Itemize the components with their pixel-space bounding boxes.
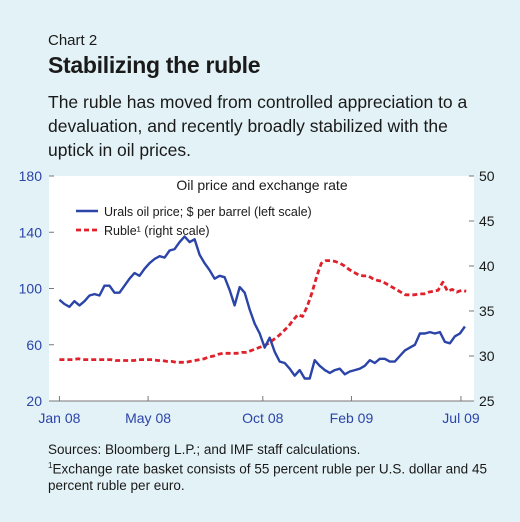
right-tick-label: 45 <box>479 213 495 229</box>
sources-note: Sources: Bloomberg L.P.; and IMF staff c… <box>48 442 361 457</box>
right-tick-label: 25 <box>479 393 495 409</box>
right-tick-label: 50 <box>479 168 495 184</box>
chart-title: Stabilizing the ruble <box>48 52 261 78</box>
plot-inner-title: Oil price and exchange rate <box>176 177 347 193</box>
x-axis-ticks: Jan 08 May 08 Oct 08 Feb 09 Jul 09 <box>38 396 480 426</box>
right-tick-label: 35 <box>479 303 495 319</box>
series-line-oil <box>58 235 466 380</box>
line-chart: 20 60 100 140 180 25 30 35 40 45 50 Jan 08 May 08 O… <box>19 168 495 426</box>
right-tick-label: 30 <box>479 348 495 364</box>
left-tick-label: 180 <box>19 168 43 184</box>
legend: Urals oil price; $ per barrel (left scal… <box>76 205 312 238</box>
legend-label-oil: Urals oil price; $ per barrel (left scal… <box>104 205 312 219</box>
chart-footer: Sources: Bloomberg L.P.; and IMF staff c… <box>48 442 508 494</box>
x-tick-label: Jan 08 <box>38 410 80 426</box>
chart-subtitle: The ruble has moved from controlled appr… <box>48 92 468 160</box>
plot-area <box>49 176 474 401</box>
right-axis: 25 30 35 40 45 50 <box>469 168 495 409</box>
footnote-mark: 1 <box>48 461 53 470</box>
x-tick-label: May 08 <box>125 410 171 426</box>
x-tick-label: Jul 09 <box>442 410 480 426</box>
x-tick-label: Feb 09 <box>330 410 374 426</box>
left-tick-label: 100 <box>19 281 43 297</box>
left-tick-label: 60 <box>26 337 42 353</box>
footnote-text: Exchange rate basket consists of 55 perc… <box>48 461 487 493</box>
right-tick-label: 40 <box>479 258 495 274</box>
footnote: 1Exchange rate basket consists of 55 per… <box>48 458 508 494</box>
left-axis: 20 60 100 140 180 <box>19 168 54 409</box>
left-tick-label: 20 <box>26 393 42 409</box>
left-tick-label: 140 <box>19 224 43 240</box>
chart-number: Chart 2 <box>48 32 98 49</box>
legend-label-ruble: Ruble¹ (right scale) <box>104 224 210 238</box>
x-tick-label: Oct 08 <box>242 410 283 426</box>
series-line-ruble <box>59 259 467 364</box>
